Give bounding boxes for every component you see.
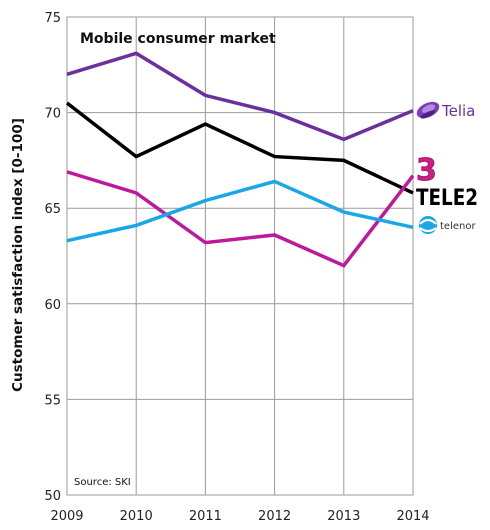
legend-tele2: TELE2 [416, 186, 478, 211]
chart-title: Mobile consumer market [80, 31, 276, 47]
y-tick-label: 75 [44, 11, 61, 26]
legend-telia-label: Telia [441, 102, 475, 120]
x-axis-ticks: 2009 2010 2011 2012 2013 2014 [50, 509, 429, 524]
source-note: Source: SKI [74, 477, 131, 488]
x-tick-label: 2011 [189, 509, 222, 524]
legend-tele2-label: TELE2 [416, 186, 478, 211]
y-tick-label: 65 [44, 202, 61, 217]
y-tick-label: 60 [44, 298, 61, 313]
series-line-telia [66, 51, 414, 142]
series-lines [65, 51, 415, 268]
y-tick-label: 55 [44, 393, 61, 408]
series-line-telenor [66, 179, 414, 243]
legend-telenor: telenor [419, 216, 476, 234]
grid-lines [67, 16, 413, 496]
plot-border [66, 16, 414, 496]
y-axis-label: Customer satisfaction index [0-100] [10, 118, 26, 392]
series-line-tele2 [65, 101, 414, 195]
x-tick-label: 2009 [50, 509, 83, 524]
y-axis-ticks: 50 55 60 65 70 75 [44, 11, 61, 504]
x-tick-label: 2013 [327, 509, 360, 524]
legend-telia: Telia [416, 101, 475, 120]
telia-logo-icon [416, 101, 440, 119]
x-tick-label: 2010 [120, 509, 153, 524]
three-logo-icon: 3 [416, 153, 437, 188]
y-tick-label: 50 [44, 489, 61, 504]
x-tick-label: 2012 [258, 509, 291, 524]
legend-three: 3 [416, 153, 438, 189]
telenor-logo-icon [419, 216, 437, 234]
series-line-3 [66, 170, 415, 268]
legend-telenor-label: telenor [440, 221, 476, 232]
y-tick-label: 70 [44, 107, 61, 122]
x-tick-label: 2014 [396, 509, 429, 524]
